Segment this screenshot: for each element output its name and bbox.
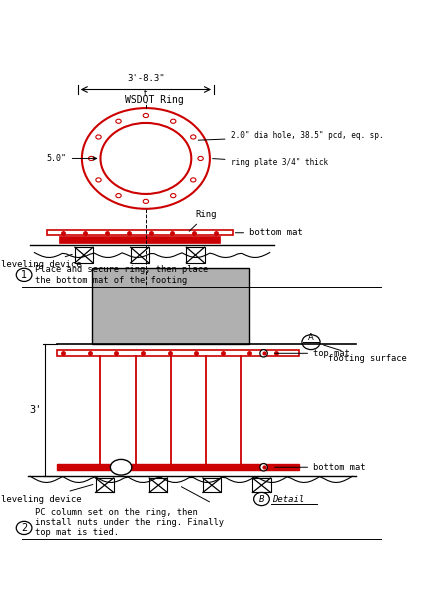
Bar <box>186 247 204 263</box>
Text: 2: 2 <box>21 523 27 533</box>
Text: 3'-8.3": 3'-8.3" <box>127 74 165 84</box>
Text: A: A <box>308 333 314 342</box>
Bar <box>59 236 220 243</box>
Ellipse shape <box>16 522 32 534</box>
Text: PC column set on the ring, then: PC column set on the ring, then <box>35 508 198 517</box>
Bar <box>92 268 249 344</box>
Bar <box>95 478 114 492</box>
Text: footing surface: footing surface <box>324 345 406 363</box>
Text: B: B <box>259 495 264 503</box>
Text: 2.0" dia hole, 38.5" pcd, eq. sp.: 2.0" dia hole, 38.5" pcd, eq. sp. <box>198 131 383 140</box>
Bar <box>252 478 271 492</box>
Text: top mat is tied.: top mat is tied. <box>35 528 119 537</box>
Ellipse shape <box>260 350 267 357</box>
Ellipse shape <box>302 335 320 350</box>
Ellipse shape <box>260 464 267 471</box>
Text: Place and secure ring, then place: Place and secure ring, then place <box>35 265 209 275</box>
Text: bottom mat: bottom mat <box>275 463 365 472</box>
Text: top mat: top mat <box>275 349 350 358</box>
Text: 3': 3' <box>29 405 42 415</box>
Bar <box>57 350 298 356</box>
Text: 5.0": 5.0" <box>47 154 97 163</box>
Text: Ring: Ring <box>189 210 217 231</box>
Text: leveling device: leveling device <box>1 254 82 270</box>
Text: ring plate 3/4" thick: ring plate 3/4" thick <box>213 158 328 167</box>
Text: install nuts under the ring. Finally: install nuts under the ring. Finally <box>35 518 224 527</box>
Text: Detail: Detail <box>272 495 304 503</box>
Ellipse shape <box>110 459 132 475</box>
Text: the bottom mat of the footing: the bottom mat of the footing <box>35 276 187 285</box>
Ellipse shape <box>254 492 269 506</box>
Text: bottom mat: bottom mat <box>235 228 303 237</box>
Bar <box>131 247 149 263</box>
Text: leveling device: leveling device <box>1 484 93 503</box>
Text: 1: 1 <box>21 270 27 280</box>
Text: t: t <box>144 88 148 98</box>
Ellipse shape <box>16 268 32 281</box>
Bar <box>47 231 233 235</box>
Bar <box>75 247 93 263</box>
Bar <box>149 478 167 492</box>
Text: WSDOT Ring: WSDOT Ring <box>125 95 184 105</box>
Bar <box>203 478 221 492</box>
Bar <box>57 464 298 470</box>
